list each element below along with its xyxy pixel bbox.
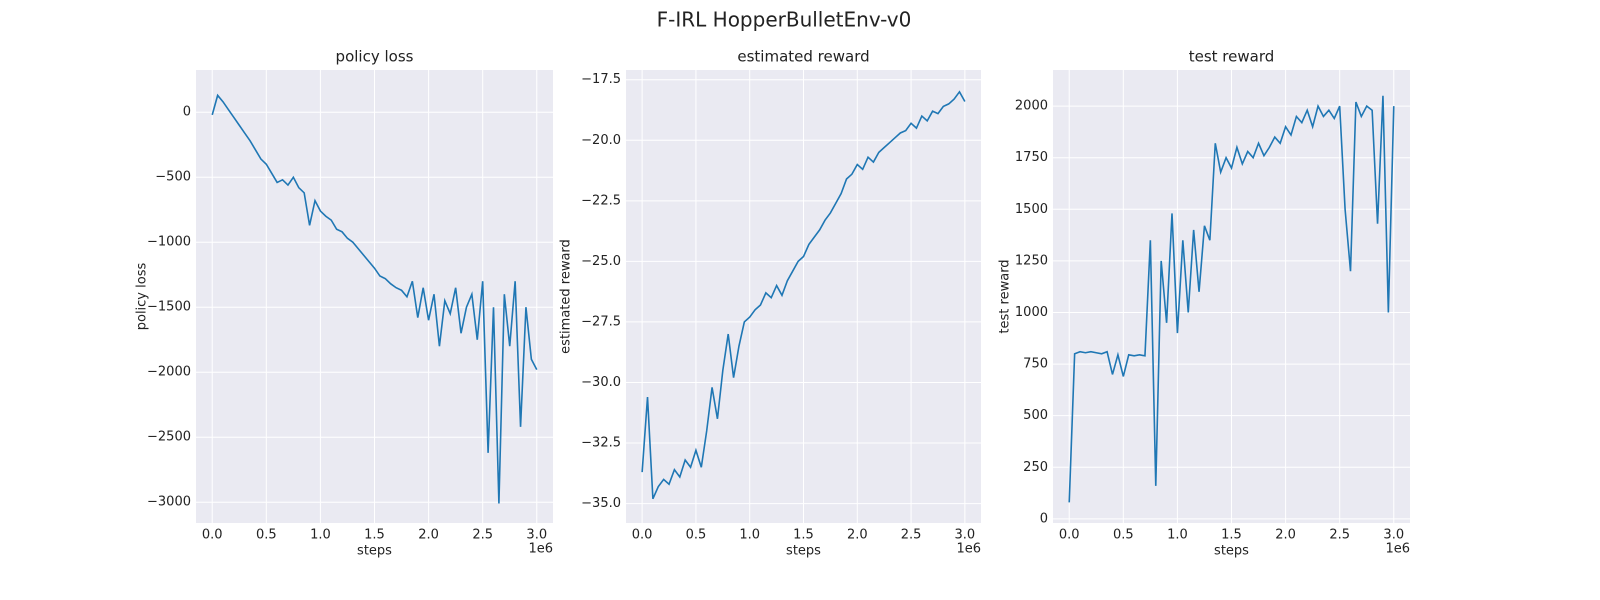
y-axis-label: policy loss [135,263,150,331]
x-offset-label: 1e6 [528,542,553,557]
y-tick-label: 750 [1023,357,1048,372]
y-tick-label: −1500 [147,300,191,315]
y-tick-label: −27.5 [581,314,621,329]
y-tick-label: −20.0 [581,133,621,148]
y-tick-label: −17.5 [581,72,621,87]
x-tick-label: 2.5 [1329,528,1350,543]
y-tick-label: 1000 [1015,305,1048,320]
x-tick-label: 1.0 [739,528,760,543]
x-tick-label: 3.0 [955,528,976,543]
y-tick-label: −30.0 [581,375,621,390]
y-axis-label: test reward [998,259,1013,333]
y-axis-label: estimated reward [559,239,574,354]
x-tick-label: 3.0 [526,528,547,543]
x-tick-label: 0.5 [1113,528,1134,543]
y-tick-label: 1250 [1015,253,1048,268]
y-tick-label: −2000 [147,365,191,380]
x-tick-label: 2.0 [847,528,868,543]
y-tick-label: −1000 [147,235,191,250]
y-tick-label: 500 [1023,408,1048,423]
x-tick-label: 2.5 [901,528,922,543]
x-axis-label: steps [1214,544,1249,559]
y-tick-label: −25.0 [581,254,621,269]
x-tick-label: 1.5 [1221,528,1242,543]
y-tick-label: 1500 [1015,202,1048,217]
data-line [1068,95,1395,503]
y-tick-label: −22.5 [581,193,621,208]
x-tick-label: 1.5 [793,528,814,543]
x-offset-label: 1e6 [1385,542,1410,557]
y-tick-label: 250 [1023,460,1048,475]
figure-title: F-IRL HopperBulletEnv-v0 [657,8,912,32]
subplot-title: policy loss [336,48,414,66]
y-tick-label: −500 [155,170,191,185]
y-tick-label: −2500 [147,430,191,445]
y-tick-label: 1750 [1015,150,1048,165]
x-axis-label: steps [357,544,392,559]
x-tick-label: 2.0 [418,528,439,543]
x-tick-label: 0.0 [632,528,653,543]
y-tick-label: −3000 [147,495,191,510]
x-tick-label: 0.0 [1059,528,1080,543]
y-tick-label: 2000 [1015,99,1048,114]
x-tick-label: 0.0 [202,528,223,543]
data-line [641,90,966,500]
x-offset-label: 1e6 [956,542,981,557]
x-tick-label: 0.5 [256,528,277,543]
x-tick-label: 2.0 [1275,528,1296,543]
x-tick-label: 1.5 [364,528,385,543]
subplot-title: estimated reward [737,48,869,66]
data-line [211,93,538,504]
subplot-title: test reward [1189,48,1275,66]
y-tick-label: −32.5 [581,436,621,451]
x-tick-label: 2.5 [472,528,493,543]
y-tick-label: 0 [1040,511,1048,526]
x-tick-label: 1.0 [310,528,331,543]
x-tick-label: 0.5 [686,528,707,543]
x-tick-label: 1.0 [1167,528,1188,543]
x-axis-label: steps [786,544,821,559]
y-tick-label: 0 [183,105,191,120]
y-tick-label: −35.0 [581,496,621,511]
x-tick-label: 3.0 [1383,528,1404,543]
